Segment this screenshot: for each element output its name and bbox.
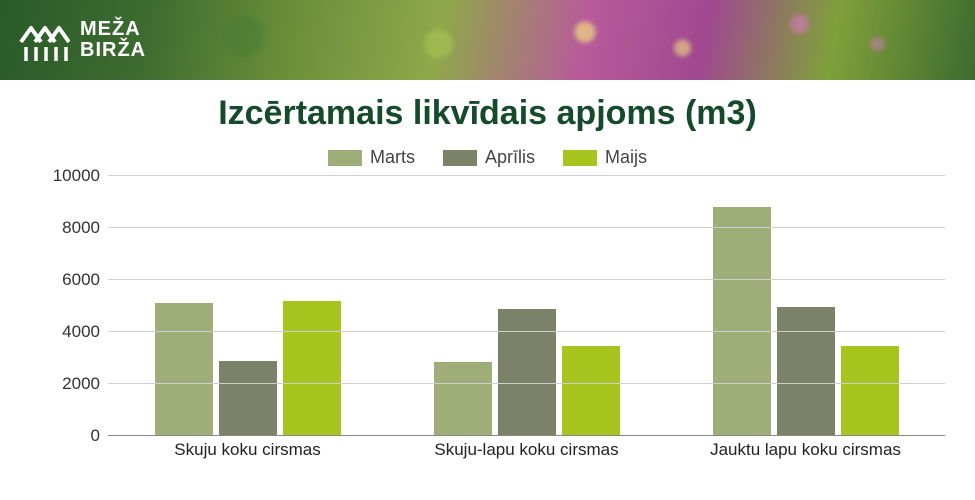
x-tick-label: Jauktu lapu koku cirsmas <box>666 436 945 466</box>
gridline <box>108 175 945 176</box>
header-banner: MEŽA BIRŽA <box>0 0 975 80</box>
y-tick-label: 2000 <box>30 374 100 394</box>
y-tick-label: 6000 <box>30 270 100 290</box>
legend-label: Aprīlis <box>485 147 535 168</box>
bar <box>562 346 620 436</box>
bar <box>841 346 899 436</box>
plot-region <box>108 176 945 436</box>
bar <box>777 307 835 436</box>
x-tick-label: Skuju koku cirsmas <box>108 436 387 466</box>
legend-item: Marts <box>328 147 415 168</box>
brand-line2: BIRŽA <box>80 40 146 61</box>
legend-swatch <box>563 150 597 166</box>
gridline <box>108 227 945 228</box>
x-axis: Skuju koku cirsmasSkuju-lapu koku cirsma… <box>108 436 945 466</box>
bar <box>498 309 556 436</box>
chart-area: 0200040006000800010000 Skuju koku cirsma… <box>30 176 945 466</box>
bar-group <box>387 176 666 436</box>
y-tick-label: 0 <box>30 426 100 446</box>
y-tick-label: 10000 <box>30 166 100 186</box>
brand-line1: MEŽA <box>80 19 146 40</box>
legend-swatch <box>328 150 362 166</box>
bar <box>155 303 213 436</box>
legend-label: Marts <box>370 147 415 168</box>
brand-logo: MEŽA BIRŽA <box>18 14 146 66</box>
y-axis: 0200040006000800010000 <box>30 176 108 436</box>
chart-title-wrap: Izcērtamais likvīdais apjoms (m3) <box>0 94 975 133</box>
legend-item: Aprīlis <box>443 147 535 168</box>
gridline <box>108 383 945 384</box>
legend-label: Maijs <box>605 147 647 168</box>
legend-item: Maijs <box>563 147 647 168</box>
chart-legend: Marts Aprīlis Maijs <box>0 147 975 168</box>
gridline <box>108 279 945 280</box>
gridline <box>108 331 945 332</box>
bar-group <box>666 176 945 436</box>
x-tick-label: Skuju-lapu koku cirsmas <box>387 436 666 466</box>
bar-groups <box>108 176 945 436</box>
chart-title: Izcērtamais likvīdais apjoms (m3) <box>0 94 975 133</box>
bar-group <box>108 176 387 436</box>
bar <box>434 362 492 436</box>
bar <box>283 301 341 436</box>
bar <box>219 361 277 436</box>
brand-name: MEŽA BIRŽA <box>80 19 146 61</box>
y-tick-label: 4000 <box>30 322 100 342</box>
mountains-icon <box>18 14 70 66</box>
y-tick-label: 8000 <box>30 218 100 238</box>
bar <box>713 207 771 436</box>
legend-swatch <box>443 150 477 166</box>
